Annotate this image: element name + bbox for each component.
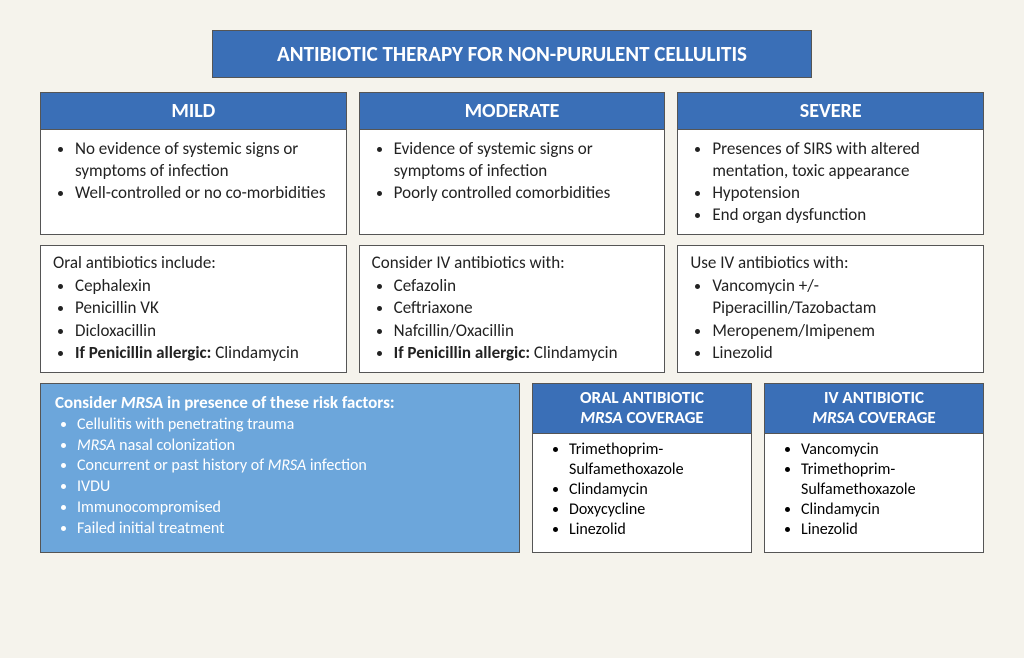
allergy-item: If Penicillin allergic: Clindamycin [394,342,653,364]
treatment-row: Oral antibiotics include: Cephalexin Pen… [40,245,984,372]
list-item: Meropenem/Imipenem [712,320,971,342]
list-item: Penicillin VK [75,297,334,319]
list-item: Ceftriaxone [394,297,653,319]
list-item: Linezolid [801,520,973,540]
history-suffix: infection [306,456,367,475]
list-item: Vancomycin [801,440,973,460]
list-item: Concurrent or past history of MRSA infec… [77,456,505,477]
risk-title-prefix: Consider [55,392,121,413]
iv-header-line1: IV ANTIBIOTIC [824,387,924,408]
list-item: Presences of SIRS with altered mentation… [712,138,971,182]
oral-header-line1: ORAL ANTIBIOTIC [580,387,704,408]
allergy-label: If Penicillin allergic: [394,342,530,363]
list-item: Hypotension [712,182,971,204]
risk-title-mrsa: MRSA [121,392,163,413]
list-item: Clindamycin [801,500,973,520]
mild-header: MILD [40,92,347,130]
list-item: Vancomycin +/- Piperacillin/Tazobactam [712,275,971,319]
iv-mrsa-body: Vancomycin Trimethoprim-Sulfamethoxazole… [764,434,984,553]
iv-mrsa-header: IV ANTIBIOTIC MRSA COVERAGE [764,383,984,434]
oral-header-mrsa: MRSA [580,407,622,428]
mrsa-italic: MRSA [77,436,116,455]
severe-treatment: Use IV antibiotics with: Vancomycin +/- … [677,245,984,372]
list-item: Immunocompromised [77,498,505,519]
mrsa-italic: MRSA [268,456,307,475]
severe-criteria-list: Presences of SIRS with altered mentation… [690,138,971,226]
mild-criteria-list: No evidence of systemic signs or symptom… [53,138,334,204]
severe-criteria: Presences of SIRS with altered mentation… [677,130,984,235]
oral-header-suffix: COVERAGE [623,407,704,428]
mild-treatment: Oral antibiotics include: Cephalexin Pen… [40,245,347,372]
list-item: Trimethoprim-Sulfamethoxazole [801,460,973,500]
page-title: ANTIBIOTIC THERAPY FOR NON-PURULENT CELL… [212,30,812,78]
mild-tx-lead: Oral antibiotics include: [53,252,334,273]
list-item: Trimethoprim-Sulfamethoxazole [569,440,741,480]
mrsa-row: Consider MRSA in presence of these risk … [40,383,984,553]
risk-title-suffix: in presence of these risk factors [163,392,390,413]
history-prefix: Concurrent or past history of [77,456,268,475]
list-item: Failed initial treatment [77,519,505,540]
list-item: Poorly controlled comorbidities [394,182,653,204]
moderate-criteria-list: Evidence of systemic signs or symptoms o… [372,138,653,204]
iv-mrsa-list: Vancomycin Trimethoprim-Sulfamethoxazole… [783,440,973,540]
list-item: Dicloxacillin [75,320,334,342]
list-item: Doxycycline [569,500,741,520]
iv-header-suffix: COVERAGE [855,407,936,428]
oral-mrsa-header: ORAL ANTIBIOTIC MRSA COVERAGE [532,383,752,434]
severe-column: SEVERE Presences of SIRS with altered me… [677,92,984,235]
iv-mrsa-column: IV ANTIBIOTIC MRSA COVERAGE Vancomycin T… [764,383,984,553]
severe-tx-list: Vancomycin +/- Piperacillin/Tazobactam M… [690,275,971,363]
moderate-column: MODERATE Evidence of systemic signs or s… [359,92,666,235]
moderate-treatment: Consider IV antibiotics with: Cefazolin … [359,245,666,372]
list-item: Cefazolin [394,275,653,297]
moderate-tx-list: Cefazolin Ceftriaxone Nafcillin/Oxacilli… [372,275,653,363]
mild-tx-list: Cephalexin Penicillin VK Dicloxacillin I… [53,275,334,363]
mild-column: MILD No evidence of systemic signs or sy… [40,92,347,235]
allergy-item: If Penicillin allergic: Clindamycin [75,342,334,364]
oral-mrsa-column: ORAL ANTIBIOTIC MRSA COVERAGE Trimethopr… [532,383,752,553]
list-item: Cephalexin [75,275,334,297]
moderate-header: MODERATE [359,92,666,130]
list-item: Evidence of systemic signs or symptoms o… [394,138,653,182]
moderate-tx-lead: Consider IV antibiotics with: [372,252,653,273]
list-item: Linezolid [712,342,971,364]
allergy-drug: Clindamycin [215,342,299,363]
list-item: IVDU [77,477,505,498]
moderate-criteria: Evidence of systemic signs or symptoms o… [359,130,666,235]
iv-header-mrsa: MRSA [812,407,854,428]
list-item: No evidence of systemic signs or symptom… [75,138,334,182]
list-item: MRSA nasal colonization [77,436,505,457]
mrsa-risk-list: Cellulitis with penetrating trauma MRSA … [55,415,505,540]
oral-mrsa-list: Trimethoprim-Sulfamethoxazole Clindamyci… [551,440,741,540]
oral-mrsa-body: Trimethoprim-Sulfamethoxazole Clindamyci… [532,434,752,553]
list-item: Nafcillin/Oxacillin [394,320,653,342]
list-item: Linezolid [569,520,741,540]
list-item: Well-controlled or no co-morbidities [75,182,334,204]
allergy-drug: Clindamycin [534,342,618,363]
severe-tx-lead: Use IV antibiotics with: [690,252,971,273]
severe-header: SEVERE [677,92,984,130]
list-item: Cellulitis with penetrating trauma [77,415,505,436]
mrsa-risk-box: Consider MRSA in presence of these risk … [40,383,520,553]
list-item: End organ dysfunction [712,204,971,226]
list-item: Clindamycin [569,480,741,500]
mrsa-rest: nasal colonization [116,436,235,455]
mild-criteria: No evidence of systemic signs or symptom… [40,130,347,235]
allergy-label: If Penicillin allergic: [75,342,211,363]
severity-criteria-row: MILD No evidence of systemic signs or sy… [40,92,984,235]
mrsa-risk-title: Consider MRSA in presence of these risk … [55,392,505,413]
